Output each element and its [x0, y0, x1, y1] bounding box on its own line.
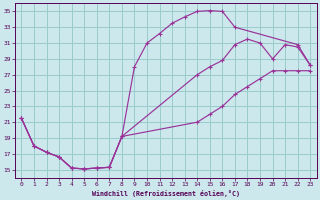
- X-axis label: Windchill (Refroidissement éolien,°C): Windchill (Refroidissement éolien,°C): [92, 190, 240, 197]
